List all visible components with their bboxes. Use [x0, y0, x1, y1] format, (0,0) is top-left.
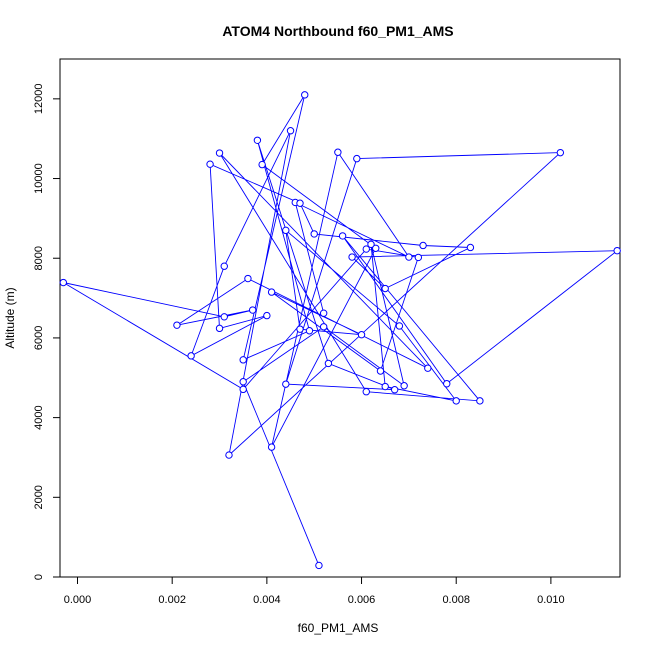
data-point [239, 356, 247, 364]
series-points [59, 91, 621, 570]
data-point [206, 160, 214, 168]
data-point [263, 311, 271, 320]
data-point [220, 262, 228, 270]
x-axis: 0.000 0.002 0.004 0.006 0.008 0.010 [64, 577, 565, 606]
data-point [187, 352, 195, 360]
data-point [400, 382, 408, 390]
data-point [556, 148, 565, 157]
y-tick-label: 4000 [33, 405, 45, 429]
data-point [452, 397, 460, 405]
data-point [253, 136, 262, 144]
data-point [301, 91, 309, 99]
y-tick-label: 10000 [33, 163, 45, 194]
data-point [405, 253, 413, 261]
y-axis: 0 2000 4000 6000 8000 10000 12000 [33, 84, 60, 580]
data-point [424, 364, 432, 372]
data-point [381, 284, 389, 293]
series-lines [63, 94, 619, 566]
data-point [334, 148, 342, 156]
x-tick-label: 0.002 [158, 594, 186, 606]
data-point [59, 278, 68, 287]
x-axis-label: f60_PM1_AMS [298, 621, 379, 635]
data-point [319, 309, 328, 317]
data-point [296, 199, 304, 207]
data-point [305, 327, 314, 335]
data-point [372, 244, 380, 252]
data-point [395, 322, 404, 330]
data-point [225, 451, 233, 459]
data-point [215, 324, 224, 333]
data-point [357, 331, 366, 339]
data-point [466, 243, 475, 252]
data-point [239, 378, 247, 386]
data-point [348, 253, 356, 261]
data-point [338, 232, 347, 240]
data-point [419, 241, 427, 250]
data-point [315, 561, 323, 570]
series-line [63, 94, 619, 566]
y-tick-label: 0 [33, 574, 45, 580]
data-point [362, 245, 370, 253]
x-tick-label: 0.004 [253, 594, 281, 606]
data-point [414, 253, 423, 262]
data-point [476, 397, 484, 405]
x-tick-label: 0.006 [348, 594, 376, 606]
data-point [296, 325, 304, 333]
data-point [244, 274, 252, 283]
x-tick-label: 0.010 [537, 594, 565, 606]
data-point [324, 359, 333, 368]
y-tick-label: 12000 [33, 84, 45, 115]
data-point [390, 386, 399, 394]
data-point [215, 149, 224, 157]
data-point [239, 385, 247, 394]
data-point [376, 367, 385, 375]
data-point [267, 443, 276, 451]
data-point [282, 226, 290, 235]
plot-frame [59, 58, 621, 578]
data-point [367, 240, 375, 248]
y-tick-label: 6000 [33, 326, 45, 350]
data-point [286, 127, 295, 135]
data-point [381, 382, 389, 391]
data-point [613, 246, 621, 255]
data-point [248, 306, 257, 314]
data-point [258, 160, 266, 169]
y-axis-label: Altitude (m) [3, 287, 17, 348]
data-point [443, 380, 451, 388]
data-point [310, 230, 318, 238]
chart-title: ATOM4 Northbound f60_PM1_AMS [222, 23, 453, 39]
data-point [220, 313, 228, 321]
y-tick-label: 8000 [33, 246, 45, 270]
x-tick-label: 0.000 [64, 594, 92, 606]
data-point [267, 288, 276, 296]
data-point [353, 154, 361, 163]
data-point [319, 323, 328, 331]
x-tick-label: 0.008 [442, 594, 470, 606]
data-point [282, 380, 290, 388]
data-point [362, 388, 370, 396]
y-tick-label: 2000 [33, 485, 45, 509]
data-point [173, 321, 181, 329]
